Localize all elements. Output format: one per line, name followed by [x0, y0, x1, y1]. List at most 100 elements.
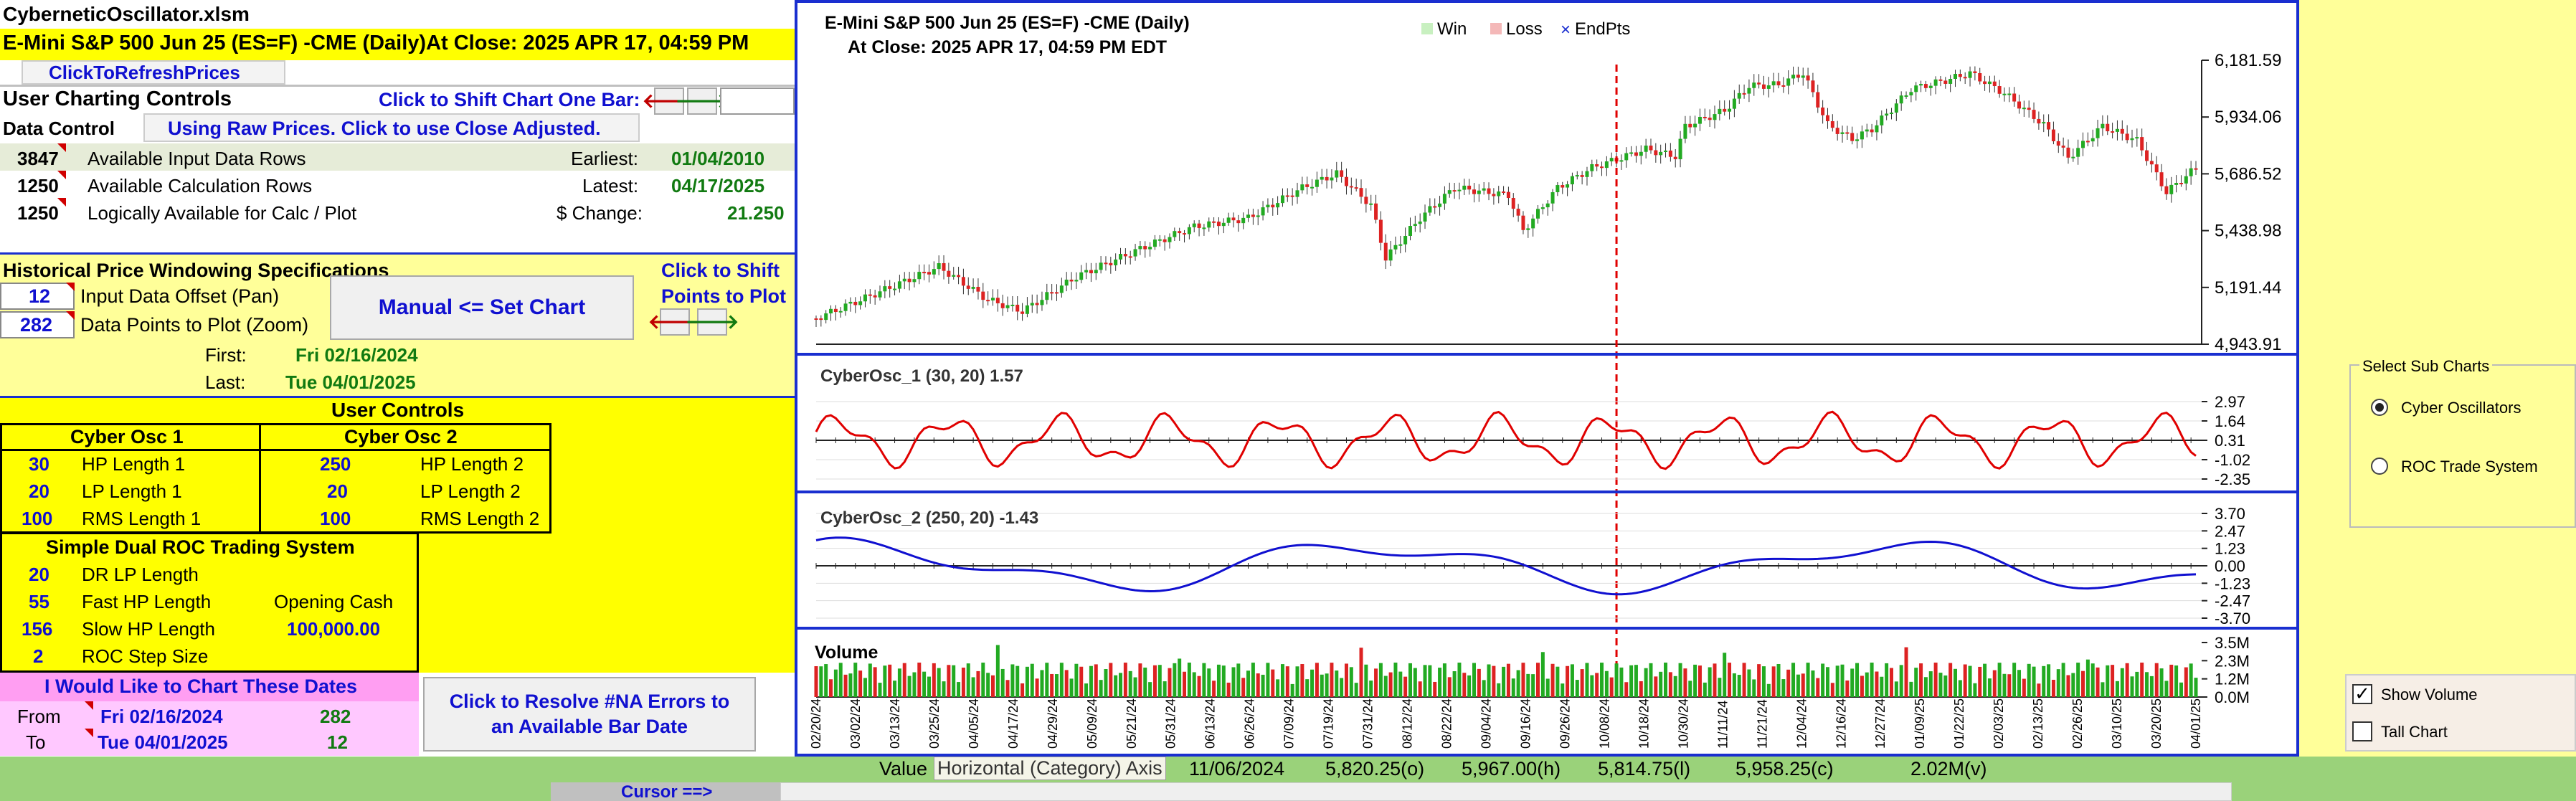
fast-hp-label: Fast HP Length: [82, 591, 212, 612]
resolve-na-button[interactable]: Click to Resolve #NA Errors to an Availa…: [423, 677, 756, 752]
legend-endpts: EndPts: [1575, 19, 1630, 39]
volume-bar: [1178, 658, 1182, 697]
zoom-right-button[interactable]: 🡒: [685, 308, 739, 336]
candle: [1378, 219, 1383, 243]
hp-length-1-value[interactable]: 30: [29, 453, 49, 475]
candle: [1212, 221, 1216, 223]
volume-bar: [1718, 678, 1722, 697]
candle: [947, 270, 951, 277]
show-volume-checkbox[interactable]: ✓: [2352, 684, 2372, 704]
candle: [1555, 185, 1560, 193]
change-label: $ Change:: [557, 202, 643, 224]
cursor-scrollbar[interactable]: [780, 782, 2232, 801]
tall-chart-checkbox[interactable]: [2352, 721, 2372, 741]
volume-bar: [1997, 663, 2002, 697]
volume-bar: [888, 664, 892, 697]
volume-bar: [833, 669, 838, 697]
candle: [1413, 224, 1417, 227]
price-chart[interactable]: E-Mini S&P 500 Jun 25 (ES=F) -CME (Daily…: [797, 3, 2296, 754]
volume-bar: [814, 666, 818, 697]
x-date-label: 10/18/24: [1637, 698, 1651, 749]
volume-bar: [1157, 665, 1162, 697]
candle: [2056, 141, 2060, 146]
set-chart-button[interactable]: Manual <= Set Chart: [330, 275, 634, 340]
from-date-input[interactable]: Fri 02/16/2024: [100, 706, 223, 727]
candle: [1089, 270, 1093, 274]
candle: [1938, 79, 1943, 81]
volume-bar: [1566, 665, 1570, 697]
volume-bar: [819, 666, 823, 697]
volume-bar: [1290, 683, 1294, 697]
candle: [1295, 190, 1299, 197]
zoom-input[interactable]: [0, 311, 75, 338]
candle: [2111, 131, 2115, 133]
candle: [1757, 82, 1761, 85]
volume-bar: [2022, 678, 2026, 697]
to-date-input[interactable]: Tue 04/01/2025: [98, 731, 228, 753]
candle: [2149, 161, 2154, 165]
roc-step-value[interactable]: 2: [33, 645, 44, 667]
hp-length-2-value[interactable]: 250: [320, 453, 351, 475]
user-controls-section: [0, 396, 795, 673]
slow-hp-value[interactable]: 156: [22, 618, 53, 640]
candle: [2135, 137, 2139, 139]
x-date-label: 10/30/24: [1676, 698, 1690, 749]
candle: [2184, 176, 2188, 184]
rms-length-1-value[interactable]: 100: [22, 508, 53, 529]
volume-bar: [2184, 667, 2188, 697]
candle: [1604, 161, 1609, 169]
volume-bar: [1015, 665, 1020, 697]
status-close: 5,958.25(c): [1736, 758, 1834, 779]
volume-bar: [1393, 663, 1398, 697]
x-date-label: 03/25/24: [927, 698, 942, 749]
dr-lp-value[interactable]: 20: [29, 564, 49, 585]
volume-bar: [1030, 663, 1034, 697]
candle: [863, 294, 867, 302]
candle: [2169, 184, 2174, 194]
lp-length-1-value[interactable]: 20: [29, 480, 49, 502]
volume-bar: [2179, 682, 2183, 697]
volume-bar: [1943, 675, 1948, 697]
candle: [2027, 108, 2031, 110]
x-date-label: 02/03/25: [1992, 698, 2006, 749]
volume-bar: [2090, 663, 2095, 697]
roc-box: [0, 532, 419, 673]
lp-length-2-value[interactable]: 20: [327, 480, 348, 502]
radio-roc-trade-system[interactable]: [2371, 458, 2388, 475]
input-rows-value: 3847: [17, 148, 59, 169]
shift-bar-input[interactable]: [720, 87, 795, 115]
x-date-label: 12/16/24: [1834, 698, 1848, 749]
rms-length-2-value[interactable]: 100: [320, 508, 351, 529]
comment-marker: [57, 198, 66, 207]
candle: [1290, 195, 1294, 197]
dates-title: I Would Like to Chart These Dates: [44, 676, 358, 697]
chart-area[interactable]: E-Mini S&P 500 Jun 25 (ES=F) -CME (Daily…: [795, 0, 2299, 757]
candle: [1816, 92, 1820, 108]
refresh-prices-button[interactable]: [22, 60, 285, 85]
volume-bar: [2169, 664, 2174, 697]
volume-bar: [829, 679, 833, 697]
volume-bar: [966, 663, 970, 697]
volume-bar: [1349, 667, 1353, 697]
vol-tick-label: 2.3M: [2215, 652, 2250, 670]
candle: [1109, 262, 1113, 265]
first-value: Fri 02/16/2024: [295, 344, 418, 366]
x-date-label: 01/09/25: [1913, 698, 1927, 749]
candle: [2125, 133, 2129, 141]
volume-bar: [1634, 665, 1638, 697]
volume-bar: [1344, 663, 1348, 697]
candle: [1050, 292, 1054, 294]
candle: [1487, 188, 1491, 194]
raw-prices-button[interactable]: [143, 113, 640, 142]
subcharts-group: [2349, 364, 2576, 528]
opening-cash-value[interactable]: 100,000.00: [287, 618, 381, 640]
shift-right-button[interactable]: 🡒: [675, 87, 729, 115]
candle: [995, 298, 1000, 303]
candle: [2174, 183, 2179, 185]
volume-bar: [2111, 665, 2115, 697]
radio-cyber-oscillators[interactable]: [2371, 399, 2388, 416]
fast-hp-value[interactable]: 55: [29, 591, 49, 612]
raw-prices-label: Using Raw Prices. Click to use Close Adj…: [168, 118, 601, 139]
candle: [2179, 183, 2183, 185]
offset-input[interactable]: [0, 283, 75, 310]
